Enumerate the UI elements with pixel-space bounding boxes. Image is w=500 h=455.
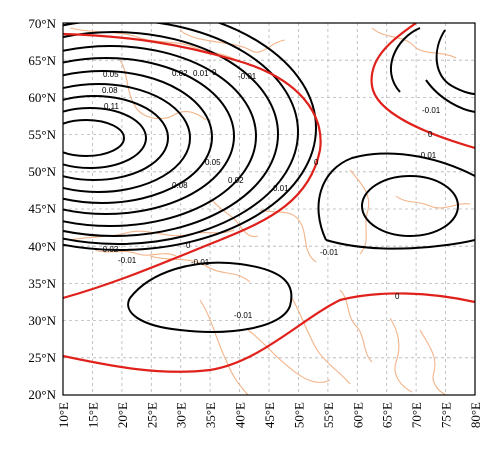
contour-label: 0	[212, 68, 217, 77]
contour-label: -0.01	[238, 72, 257, 81]
lon-tick-label: 20°E	[115, 402, 130, 428]
contour-label: -0.01	[191, 258, 210, 267]
lon-axis: 10°E 15°E 20°E 25°E 30°E 35°E 40°E 45°E …	[56, 402, 483, 428]
lat-axis: 70°N 65°N 60°N 55°N 50°N 45°N 40°N 35°N …	[28, 16, 56, 402]
contour-ring	[63, 95, 169, 181]
contour-label: 0	[395, 292, 400, 301]
contour-label: -0.01	[234, 311, 253, 320]
lat-tick-label: 70°N	[28, 16, 56, 31]
contour-label: 0.05	[205, 158, 221, 167]
contour-labels: 0.05 0.08 0.11 0.02 0.01 0 -0.01 0.05 0.…	[100, 68, 441, 320]
lat-tick-label: 20°N	[28, 387, 56, 402]
lon-tick-label: 75°E	[439, 402, 454, 428]
contour-ring	[63, 45, 257, 227]
contour-label: 0	[314, 158, 319, 167]
contour-label: -0.01	[422, 106, 441, 115]
contour-neg-south	[127, 261, 293, 333]
contour-label: 0.01	[273, 184, 289, 193]
contour-label: 0.02	[228, 176, 244, 185]
lon-tick-label: 10°E	[56, 402, 71, 428]
zero-contour-east	[370, 23, 475, 150]
contour-ring	[63, 57, 235, 215]
contour-label: -0.01	[118, 256, 137, 265]
plot-frame	[62, 22, 476, 396]
lat-tick-label: 60°N	[28, 90, 56, 105]
contour-ring	[63, 23, 299, 245]
lon-tick-label: 55°E	[321, 402, 336, 428]
lat-tick-label: 35°N	[28, 276, 56, 291]
zero-contour-south	[63, 292, 475, 373]
zero-contour-main	[63, 32, 322, 300]
contour-label: 0	[186, 241, 191, 250]
lon-tick-label: 15°E	[85, 402, 100, 428]
lat-tick-label: 50°N	[28, 164, 56, 179]
contour-neg-east-inner	[361, 175, 459, 237]
contour-neg-east	[317, 152, 475, 250]
lat-tick-label: 30°N	[28, 313, 56, 328]
contour-label: -0.01	[320, 248, 339, 257]
lon-tick-label: 30°E	[174, 402, 189, 428]
lon-tick-label: 50°E	[291, 402, 306, 428]
lon-tick-label: 80°E	[468, 402, 483, 428]
lon-tick-label: 40°E	[233, 402, 248, 428]
contour-lines	[63, 23, 475, 373]
contour-ring	[63, 83, 191, 193]
contour-neg-upper-right	[389, 27, 475, 113]
contour-label: 0.01	[193, 69, 209, 78]
contour-label: 0.11	[104, 102, 120, 111]
contour-ring	[63, 31, 279, 237]
lat-tick-label: 65°N	[28, 53, 56, 68]
contour-label: 0.08	[172, 181, 188, 190]
lon-tick-label: 70°E	[409, 402, 424, 428]
lon-tick-label: 60°E	[350, 402, 365, 428]
lat-tick-label: 55°N	[28, 127, 56, 142]
contour-label: -0.01	[418, 151, 437, 160]
contour-ring	[63, 107, 147, 169]
contour-ring	[63, 23, 317, 251]
graticule	[63, 23, 475, 395]
lon-tick-label: 45°E	[262, 402, 277, 428]
contour-ring	[63, 119, 125, 157]
contour-label: 0.02	[172, 69, 188, 78]
lon-tick-label: 25°E	[144, 402, 159, 428]
lon-tick-label: 35°E	[203, 402, 218, 428]
lon-tick-label: 65°E	[380, 402, 395, 428]
contour-ring	[63, 70, 213, 204]
contour-label: 0	[428, 130, 433, 139]
contour-label: 0.05	[103, 70, 119, 79]
lat-tick-label: 25°N	[28, 350, 56, 365]
lat-tick-label: 45°N	[28, 201, 56, 216]
contour-label: 0.08	[102, 86, 118, 95]
lat-tick-label: 40°N	[28, 239, 56, 254]
contour-label: -0.02	[100, 245, 119, 254]
